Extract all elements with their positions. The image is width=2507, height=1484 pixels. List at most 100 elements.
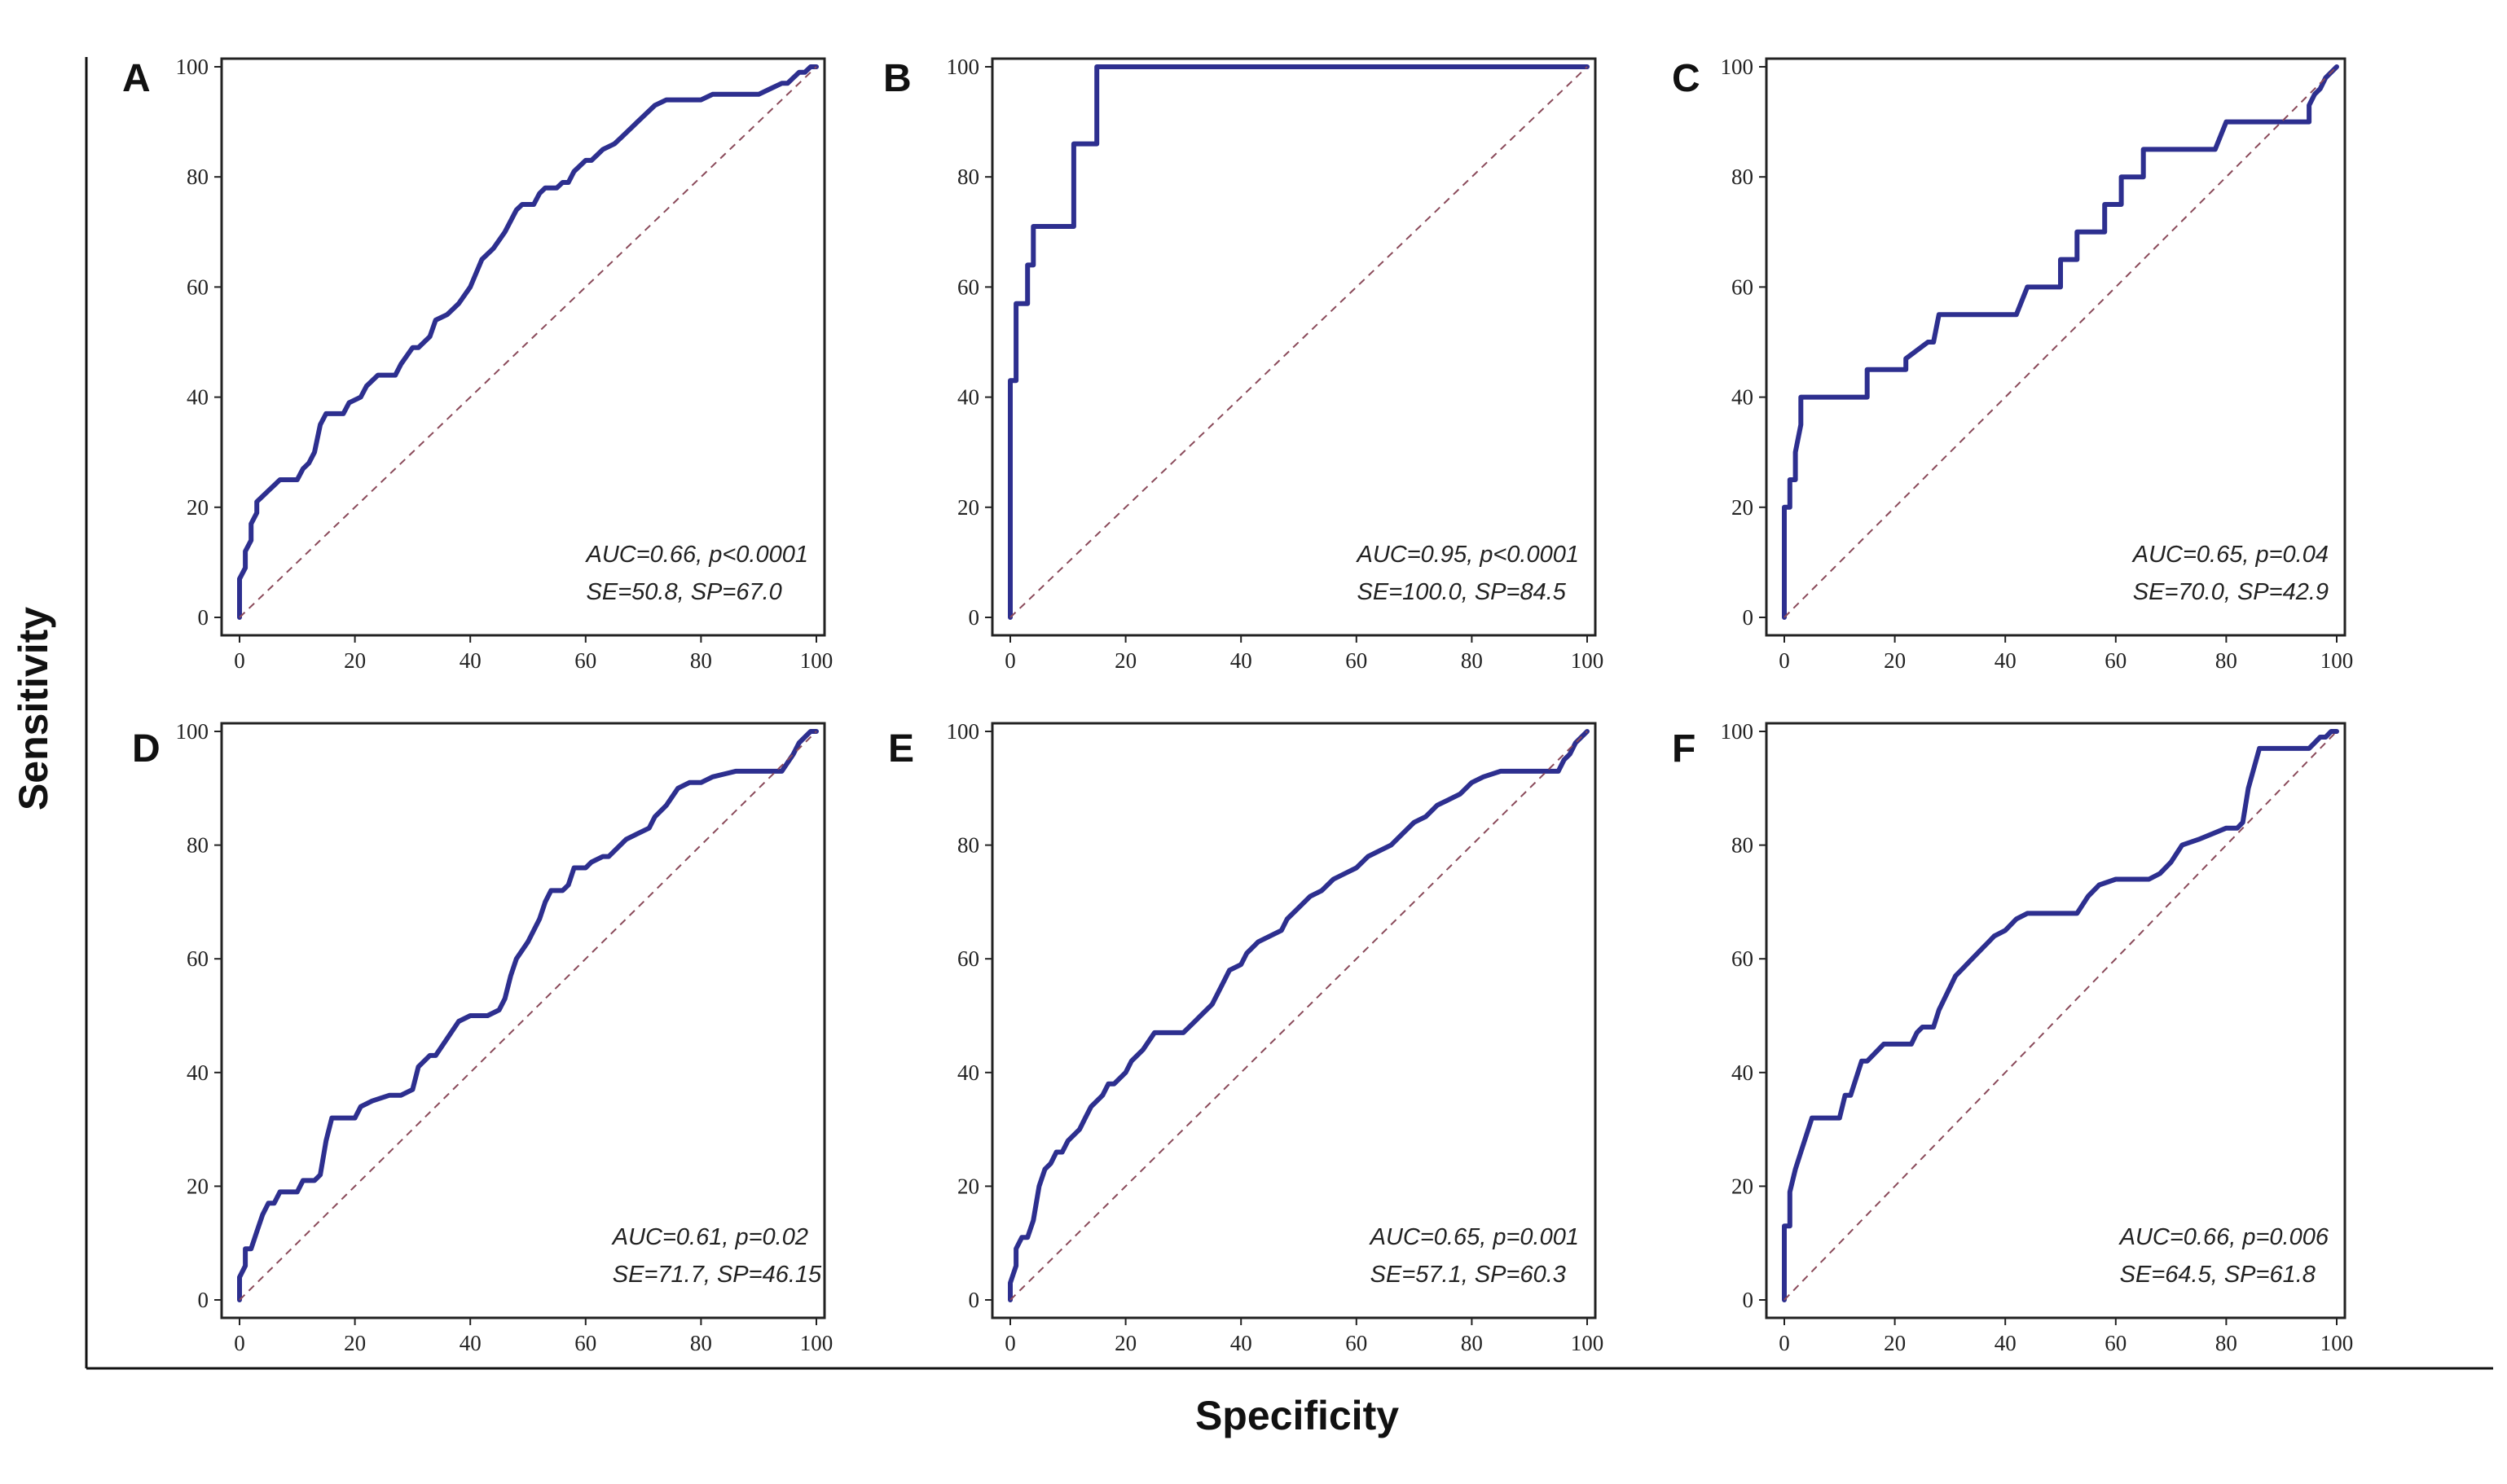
y-tick-label: 0 bbox=[1743, 1288, 1754, 1312]
reference-diagonal-line bbox=[239, 731, 817, 1301]
x-tick-label: 100 bbox=[2320, 648, 2354, 673]
y-tick-label: 20 bbox=[187, 1174, 209, 1198]
x-tick-label: 60 bbox=[574, 648, 596, 673]
y-tick-label: 0 bbox=[969, 605, 980, 630]
panel-e: E 0 20 40 60 80 100 0 20 40 60 80 100 AUC=0.65, p=0.0… bbox=[888, 719, 1603, 1355]
y-tick-label: 60 bbox=[187, 274, 209, 299]
x-tick-label: 20 bbox=[1884, 648, 1906, 673]
y-tick-label: 80 bbox=[187, 165, 209, 189]
panel-letter: B bbox=[883, 57, 912, 100]
x-tick-label: 80 bbox=[690, 1331, 712, 1355]
y-tick-label: 100 bbox=[176, 55, 209, 79]
x-tick-label: 100 bbox=[800, 648, 833, 673]
x-tick-label: 40 bbox=[1995, 648, 2017, 673]
y-tick-label: 40 bbox=[187, 385, 209, 410]
y-tick-label: 0 bbox=[198, 1288, 209, 1312]
roc-curve bbox=[237, 729, 819, 1302]
y-tick-label: 80 bbox=[187, 833, 209, 858]
x-tick-label: 80 bbox=[690, 648, 712, 673]
reference-diagonal-line bbox=[1009, 731, 1588, 1301]
y-tick-label: 20 bbox=[957, 495, 979, 520]
y-tick-label: 40 bbox=[1731, 385, 1753, 410]
reference-diagonal-line bbox=[1783, 66, 2338, 618]
y-tick-label: 60 bbox=[1731, 274, 1753, 299]
y-tick-label: 80 bbox=[957, 833, 979, 858]
se-sp-annotation: SE=50.8, SP=67.0 bbox=[587, 579, 782, 605]
panel-letter: E bbox=[888, 727, 914, 771]
auc-annotation: AUC=0.66, p<0.0001 bbox=[585, 542, 808, 568]
roc-curve bbox=[1008, 729, 1590, 1302]
y-tick-label: 100 bbox=[947, 719, 980, 744]
y-tick-label: 100 bbox=[1721, 55, 1754, 79]
x-tick-label: 100 bbox=[800, 1331, 833, 1355]
panel-f: F 0 20 40 60 80 100 0 20 40 60 80 100 AUC=0.66, p=0.0… bbox=[1672, 719, 2353, 1355]
auc-annotation: AUC=0.61, p=0.02 bbox=[611, 1224, 808, 1250]
se-sp-annotation: SE=100.0, SP=84.5 bbox=[1357, 579, 1567, 605]
panel-c: C 0 20 40 60 80 100 0 20 40 60 80 100 AUC=0.65, p=0.0… bbox=[1672, 55, 2353, 673]
x-tick-label: 60 bbox=[2105, 1331, 2127, 1355]
roc-curve bbox=[1008, 64, 1590, 620]
roc-curve bbox=[1782, 729, 2339, 1302]
x-tick-label: 80 bbox=[1461, 1331, 1483, 1355]
roc-curve bbox=[237, 64, 819, 620]
x-tick-label: 40 bbox=[1995, 1331, 2017, 1355]
plot-frame bbox=[220, 722, 826, 1319]
x-tick-label: 60 bbox=[2105, 648, 2127, 673]
x-tick-label: 80 bbox=[2215, 648, 2237, 673]
plot-frame bbox=[1765, 722, 2346, 1319]
reference-diagonal-line bbox=[1009, 66, 1588, 618]
auc-annotation: AUC=0.65, p=0.04 bbox=[2131, 542, 2329, 568]
y-tick-label: 60 bbox=[957, 946, 979, 971]
x-tick-label: 40 bbox=[460, 1331, 482, 1355]
x-tick-label: 60 bbox=[1345, 648, 1367, 673]
se-sp-annotation: SE=70.0, SP=42.9 bbox=[2133, 579, 2329, 605]
y-tick-label: 40 bbox=[187, 1060, 209, 1085]
y-tick-label: 20 bbox=[1731, 495, 1753, 520]
x-tick-label: 20 bbox=[1115, 648, 1137, 673]
y-tick-label: 100 bbox=[1721, 719, 1754, 744]
x-tick-label: 80 bbox=[2215, 1331, 2237, 1355]
x-tick-label: 80 bbox=[1461, 648, 1483, 673]
plot-frame bbox=[991, 722, 1597, 1319]
y-tick-label: 20 bbox=[1731, 1174, 1753, 1198]
reference-diagonal-line bbox=[239, 66, 817, 618]
y-tick-label: 100 bbox=[176, 719, 209, 744]
auc-annotation: AUC=0.95, p<0.0001 bbox=[1356, 542, 1579, 568]
x-tick-label: 20 bbox=[1115, 1331, 1137, 1355]
x-tick-label: 100 bbox=[1571, 1331, 1604, 1355]
x-tick-label: 60 bbox=[1345, 1331, 1367, 1355]
plot-frame bbox=[220, 57, 826, 637]
x-tick-label: 0 bbox=[1779, 648, 1790, 673]
auc-annotation: AUC=0.66, p=0.006 bbox=[2118, 1224, 2329, 1250]
y-tick-label: 0 bbox=[1743, 605, 1754, 630]
se-sp-annotation: SE=57.1, SP=60.3 bbox=[1370, 1262, 1566, 1288]
y-tick-label: 0 bbox=[198, 605, 209, 630]
plot-frame bbox=[991, 57, 1597, 637]
x-tick-label: 0 bbox=[1005, 1331, 1016, 1355]
x-tick-label: 0 bbox=[1005, 648, 1016, 673]
y-tick-label: 80 bbox=[957, 165, 979, 189]
panel-letter: C bbox=[1672, 57, 1700, 100]
panels-group: A 0 20 40 60 80 100 0 20 40 60 80 100 AUC=0.66, p<0.0… bbox=[122, 55, 2353, 1355]
x-tick-label: 40 bbox=[1230, 648, 1252, 673]
panel-a: A 0 20 40 60 80 100 0 20 40 60 80 100 AUC=0.66, p<0.0… bbox=[122, 55, 833, 673]
auc-annotation: AUC=0.65, p=0.001 bbox=[1369, 1224, 1579, 1250]
x-tick-label: 20 bbox=[344, 1331, 366, 1355]
y-tick-label: 60 bbox=[957, 274, 979, 299]
se-sp-annotation: SE=71.7, SP=46.15 bbox=[613, 1262, 822, 1288]
x-tick-label: 100 bbox=[2320, 1331, 2354, 1355]
x-axis-title: Specificity bbox=[1195, 1393, 1399, 1438]
panel-letter: F bbox=[1672, 727, 1696, 771]
y-tick-label: 80 bbox=[1731, 165, 1753, 189]
y-tick-label: 60 bbox=[1731, 946, 1753, 971]
x-tick-label: 40 bbox=[1230, 1331, 1252, 1355]
y-tick-label: 60 bbox=[187, 946, 209, 971]
x-tick-label: 20 bbox=[1884, 1331, 1906, 1355]
y-tick-label: 80 bbox=[1731, 833, 1753, 858]
panel-d: D 0 20 40 60 80 100 0 20 40 60 80 100 AUC=0.61, p=0.0… bbox=[132, 719, 833, 1355]
x-tick-label: 40 bbox=[460, 648, 482, 673]
reference-diagonal-line bbox=[1783, 731, 2338, 1301]
y-tick-label: 20 bbox=[187, 495, 209, 520]
y-tick-label: 100 bbox=[947, 55, 980, 79]
